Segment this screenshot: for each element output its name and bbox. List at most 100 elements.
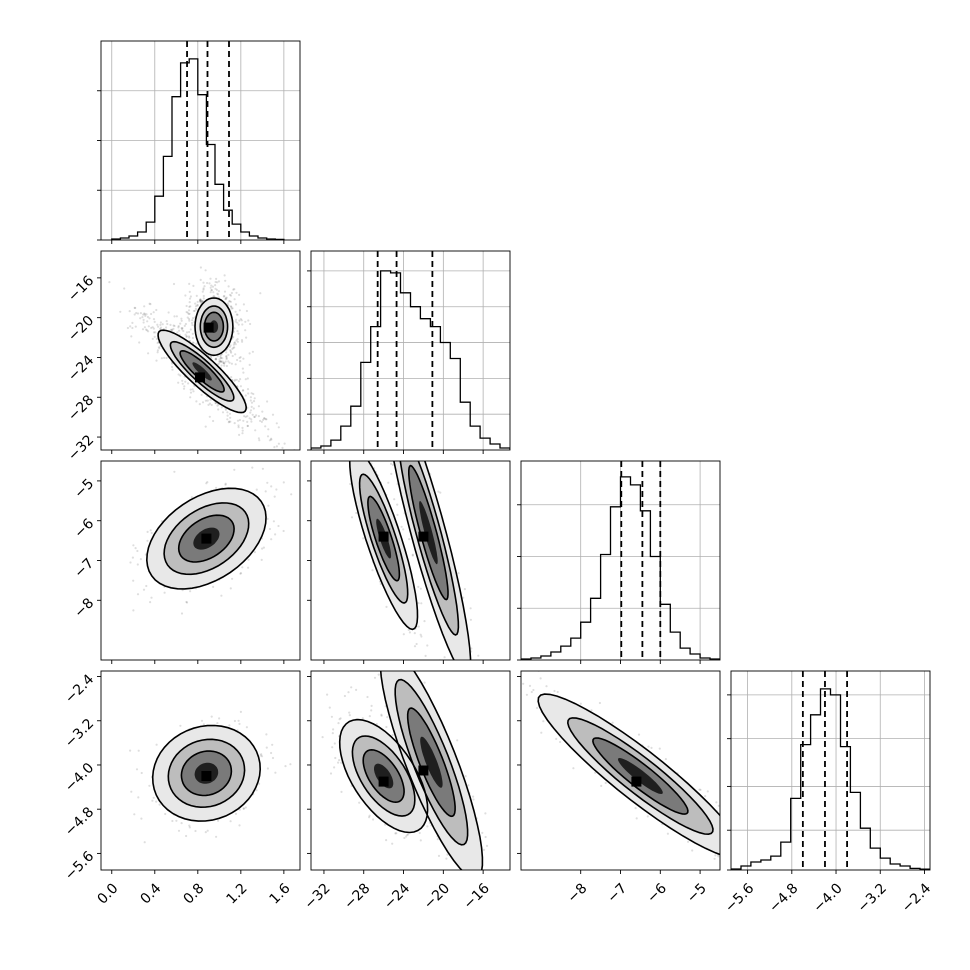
sample-point — [173, 315, 176, 318]
sample-point — [147, 352, 150, 355]
sample-point — [159, 323, 162, 326]
sample-point — [217, 280, 221, 283]
sample-point — [172, 324, 175, 327]
sample-point — [136, 593, 140, 596]
sample-point — [136, 563, 139, 566]
sample-point — [225, 364, 228, 368]
contour-line — [177, 514, 235, 563]
sample-point — [370, 704, 373, 708]
sample-point — [227, 360, 230, 363]
sample-point — [210, 284, 213, 287]
sample-point — [198, 403, 201, 406]
sample-point — [237, 719, 240, 722]
sample-point — [237, 380, 240, 383]
sample-point — [191, 317, 195, 320]
sample-point — [212, 294, 216, 298]
sample-point — [231, 347, 234, 350]
sample-point — [210, 403, 213, 407]
sample-point — [217, 819, 220, 822]
sample-point — [224, 298, 227, 301]
sample-point — [385, 839, 388, 842]
sample-point — [250, 418, 253, 421]
sample-point — [333, 766, 336, 769]
sample-point — [220, 360, 223, 364]
sample-point — [123, 287, 126, 290]
sample-point — [182, 329, 185, 333]
sample-point — [189, 391, 193, 394]
sample-point — [237, 323, 240, 326]
sample-point — [202, 288, 205, 291]
sample-point — [209, 277, 212, 280]
sample-point — [208, 402, 212, 405]
sample-point — [143, 312, 146, 315]
sample-point — [246, 420, 249, 423]
sample-point — [261, 410, 264, 413]
sample-point — [241, 367, 244, 370]
sample-point — [413, 457, 415, 459]
sample-point — [402, 528, 405, 531]
sample-point — [164, 812, 167, 816]
sample-point — [328, 706, 331, 709]
sample-point — [261, 467, 264, 470]
sample-point — [237, 424, 240, 427]
sample-point — [214, 280, 217, 284]
sample-point — [239, 360, 242, 363]
sample-point — [238, 418, 241, 422]
sample-point — [236, 313, 239, 316]
sample-point — [140, 817, 143, 820]
sample-point — [157, 325, 160, 328]
sample-point — [143, 841, 146, 844]
sample-point — [270, 485, 273, 488]
sample-point — [271, 756, 275, 760]
sample-point — [149, 529, 152, 532]
sample-point — [173, 470, 176, 473]
sample-point — [186, 316, 189, 319]
sample-point — [200, 300, 203, 303]
sample-point — [230, 307, 233, 310]
sample-point — [184, 333, 187, 336]
sample-point — [368, 814, 371, 817]
sample-point — [167, 311, 170, 314]
sample-point — [235, 313, 238, 316]
sample-point — [187, 382, 190, 385]
sample-point — [204, 425, 207, 428]
sample-point — [132, 579, 135, 582]
sample-point — [161, 323, 164, 326]
sample-point — [206, 481, 209, 484]
contour-line — [157, 329, 248, 414]
sample-point — [191, 332, 194, 335]
sample-point — [200, 393, 203, 396]
sample-point — [260, 558, 263, 562]
sample-point — [338, 759, 341, 762]
density-peak — [195, 372, 205, 383]
sample-point — [358, 801, 361, 804]
sample-point — [245, 726, 248, 729]
sample-point — [249, 409, 253, 412]
sample-point — [183, 385, 186, 388]
sample-point — [150, 312, 153, 316]
sample-point — [191, 341, 194, 344]
sample-point — [176, 331, 179, 334]
sample-point — [223, 364, 226, 367]
sample-point — [153, 335, 156, 338]
sample-point — [216, 355, 219, 358]
sample-point — [330, 715, 333, 718]
sample-point — [200, 299, 204, 302]
sample-point — [219, 360, 222, 363]
sample-point — [128, 310, 131, 313]
sample-point — [236, 340, 239, 343]
sample-point — [227, 304, 230, 307]
sample-point — [135, 768, 139, 771]
sample-point — [228, 300, 231, 303]
sample-point — [239, 356, 242, 359]
sample-point — [233, 719, 236, 723]
sample-point — [219, 360, 222, 363]
sample-point — [354, 453, 356, 455]
sample-point — [258, 439, 261, 442]
sample-point — [139, 317, 142, 320]
sample-point — [206, 829, 209, 832]
sample-point — [158, 803, 161, 806]
sample-point — [185, 335, 188, 338]
sample-point — [229, 300, 232, 303]
sample-point — [349, 482, 352, 486]
